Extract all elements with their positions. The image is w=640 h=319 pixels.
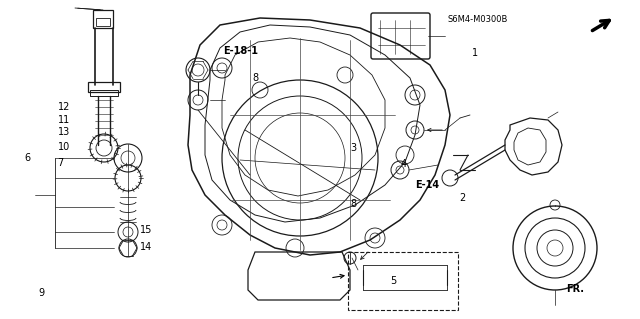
Bar	[88, 82, 120, 92]
Bar	[90, 90, 118, 96]
Bar	[96, 18, 110, 26]
Text: 12: 12	[58, 102, 70, 112]
Text: 4: 4	[401, 159, 407, 169]
Bar	[93, 10, 113, 28]
Text: 8: 8	[253, 73, 259, 83]
Text: E-18-1: E-18-1	[223, 46, 258, 56]
Text: 3: 3	[351, 143, 357, 153]
Text: 8: 8	[351, 199, 357, 209]
Text: 6: 6	[24, 153, 31, 163]
Text: 5: 5	[390, 276, 397, 286]
Text: 7: 7	[58, 158, 64, 168]
Text: 9: 9	[38, 288, 45, 299]
Text: 14: 14	[140, 242, 152, 252]
Text: 15: 15	[140, 225, 152, 235]
Text: 13: 13	[58, 127, 70, 137]
Text: 2: 2	[459, 193, 465, 203]
Text: E-14: E-14	[415, 180, 439, 190]
Text: S6M4-M0300B: S6M4-M0300B	[448, 15, 508, 24]
Bar	[348, 252, 458, 310]
Text: 1: 1	[472, 48, 479, 58]
Text: 10: 10	[58, 142, 70, 152]
Text: FR.: FR.	[566, 284, 584, 294]
Text: 11: 11	[58, 115, 70, 125]
